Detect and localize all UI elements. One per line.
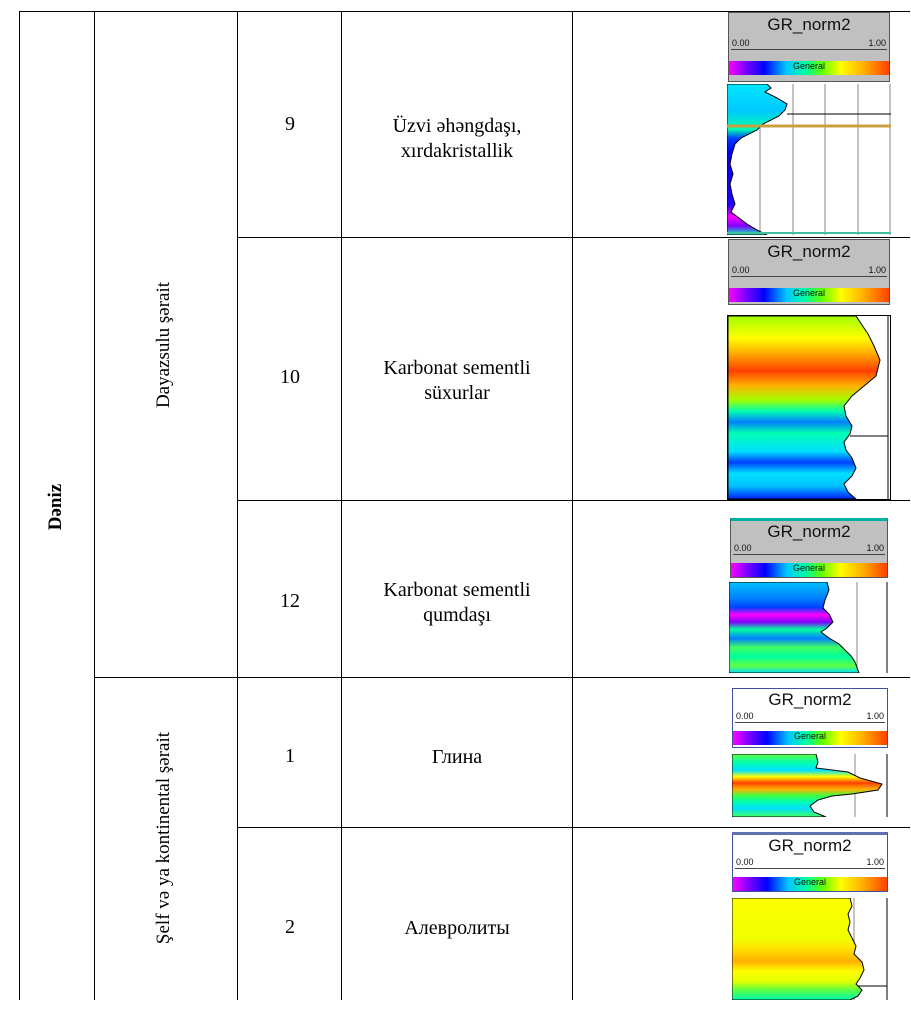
palette-name: General: [793, 877, 827, 887]
row-number: 12: [280, 590, 300, 612]
row-number: 10: [280, 366, 300, 388]
scale-max: 1.00: [868, 38, 886, 48]
row-description: Karbonat sementli qumdaşı: [342, 578, 572, 628]
scale-max: 1.00: [866, 711, 884, 721]
palette-name: General: [792, 563, 826, 573]
curve-name: GR_norm2: [767, 15, 851, 34]
row-divider-2: [237, 500, 910, 501]
gr-log-panel: GR_norm2 0.00 1.00 General: [727, 239, 891, 500]
scale-max: 1.00: [866, 543, 884, 553]
scale-min: 0.00: [732, 38, 750, 48]
log-scale: 0.00 1.00: [729, 38, 889, 50]
row-description-line: xırdakristallik: [400, 140, 514, 162]
row-description: Алевролиты: [342, 916, 572, 941]
log-scale: 0.00 1.00: [733, 857, 887, 869]
color-bar: General: [733, 731, 887, 745]
table-border-top: [19, 11, 910, 12]
scale-max: 1.00: [868, 265, 886, 275]
scale-line: [733, 554, 885, 555]
column-divider-3: [341, 11, 342, 1000]
row-description-line: Алевролиты: [404, 917, 510, 939]
log-header: GR_norm2 0.00 1.00 General: [728, 239, 890, 305]
log-track: [732, 754, 888, 817]
log-scale: 0.00 1.00: [731, 543, 887, 555]
gr-log-panel: GR_norm2 0.00 1.00 General: [732, 832, 888, 1000]
row-number: 2: [285, 916, 295, 938]
row-description: Üzvi əhəngdaşı, xırdakristallik: [342, 114, 572, 164]
subgroup-label-shelf: Şelf və ya kontinental şərait: [153, 731, 174, 945]
color-bar: General: [731, 563, 887, 577]
row-description-line: Глина: [431, 746, 483, 768]
gr-log-panel: GR_norm2 0.00 1.00 General: [729, 518, 889, 673]
color-bar: General: [733, 877, 887, 891]
column-divider-2: [237, 11, 238, 1000]
row-divider-3: [94, 677, 910, 678]
log-scale: 0.00 1.00: [729, 265, 889, 277]
row-divider-4: [237, 827, 910, 828]
curve-name: GR_norm2: [767, 242, 851, 261]
palette-name: General: [792, 61, 826, 71]
log-track: [732, 898, 888, 1000]
palette-name: General: [792, 288, 826, 298]
gr-track-svg: [732, 898, 888, 1000]
column-divider-4: [572, 11, 573, 1000]
table-border-left: [19, 11, 20, 1000]
log-header: GR_norm2 0.00 1.00 General: [732, 688, 888, 748]
subgroup-label-shallow: Dayazsulu şərait: [153, 281, 174, 409]
gr-track-svg: [732, 754, 888, 817]
scale-min: 0.00: [734, 543, 752, 553]
gr-track-svg: [729, 582, 888, 673]
curve-name: GR_norm2: [768, 690, 852, 709]
log-track: [727, 315, 891, 500]
row-divider-1: [237, 237, 910, 238]
log-header: GR_norm2 0.00 1.00 General: [730, 518, 888, 578]
log-track: [729, 582, 889, 673]
curve-name: GR_norm2: [767, 522, 851, 541]
row-number: 1: [285, 745, 295, 767]
row-description-line: Üzvi əhəngdaşı,: [392, 115, 522, 137]
scale-max: 1.00: [866, 857, 884, 867]
scale-line: [735, 722, 885, 723]
row-description-line: Karbonat sementli: [383, 579, 531, 601]
log-scale: 0.00 1.00: [733, 711, 887, 723]
scale-line: [731, 49, 887, 50]
scale-min: 0.00: [736, 857, 754, 867]
log-header: GR_norm2 0.00 1.00 General: [728, 12, 890, 82]
row-description: Глина: [342, 745, 572, 770]
scale-line: [731, 276, 887, 277]
color-bar: General: [729, 61, 889, 75]
column-divider-1: [94, 11, 95, 1000]
gr-log-panel: GR_norm2 0.00 1.00 General: [732, 688, 888, 823]
row-description: Karbonat sementli süxurlar: [342, 356, 572, 406]
row-description-line: qumdaşı: [423, 604, 491, 626]
gr-track-svg: [727, 84, 891, 235]
palette-name: General: [793, 731, 827, 741]
curve-name: GR_norm2: [768, 836, 852, 855]
scale-min: 0.00: [736, 711, 754, 721]
environment-label: Dəniz: [45, 483, 66, 531]
gr-track-svg: [728, 316, 889, 499]
gr-log-panel: GR_norm2 0.00 1.00 General: [727, 12, 891, 237]
log-header: GR_norm2 0.00 1.00 General: [732, 832, 888, 892]
color-bar: General: [729, 288, 889, 302]
scale-line: [735, 868, 885, 869]
scale-min: 0.00: [732, 265, 750, 275]
row-description-line: süxurlar: [424, 382, 490, 404]
row-number: 9: [285, 113, 295, 135]
row-description-line: Karbonat sementli: [383, 357, 531, 379]
log-track: [727, 84, 891, 235]
